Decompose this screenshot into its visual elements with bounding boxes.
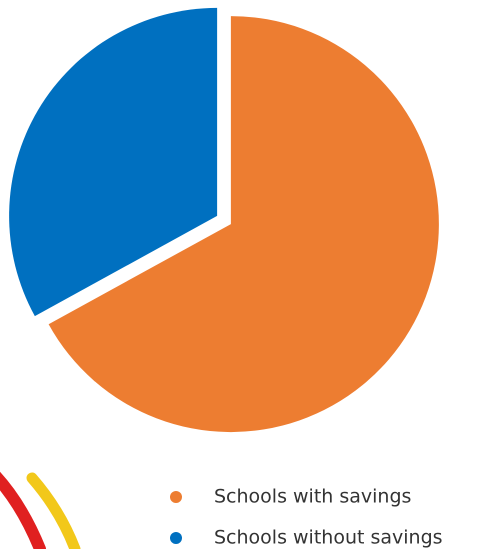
decoration [0, 471, 81, 549]
pie [9, 7, 439, 433]
legend-marker [170, 491, 182, 503]
legend: Schools with savings Schools without savi… [170, 486, 443, 549]
legend-label: Schools without savings [214, 527, 443, 549]
pie-slice [48, 16, 439, 433]
legend-label: Schools with savings [214, 486, 411, 508]
legend-marker [170, 532, 182, 544]
pie-slice [9, 7, 218, 317]
